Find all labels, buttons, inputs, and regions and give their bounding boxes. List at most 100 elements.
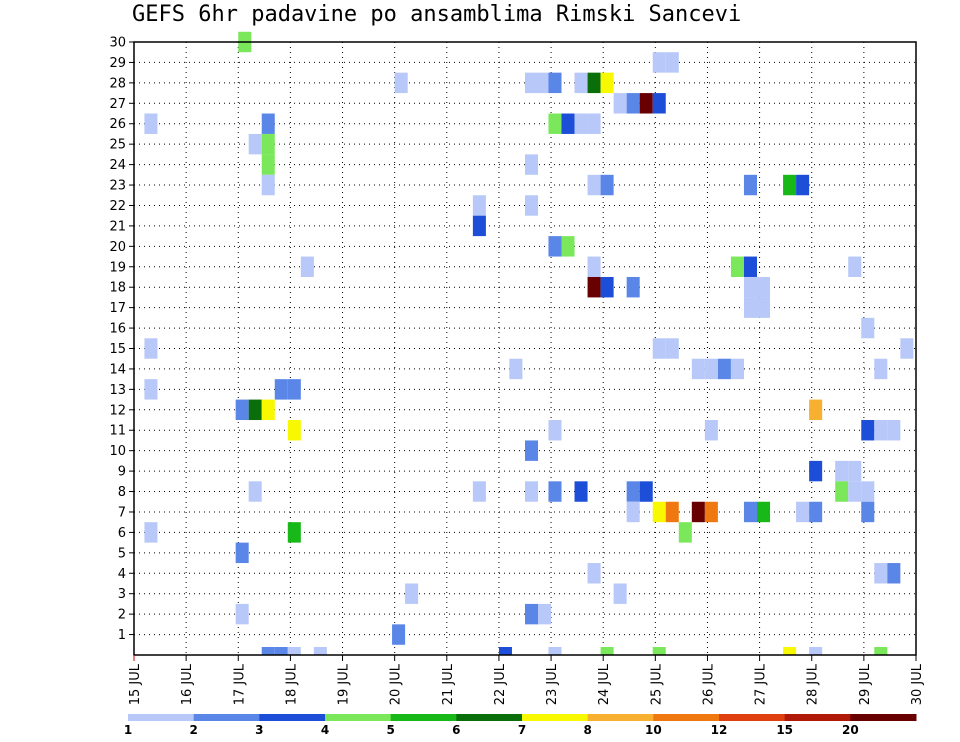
precip-cell [587, 256, 601, 277]
y-tick-label: 28 [109, 76, 126, 91]
precip-cell [809, 460, 823, 482]
x-tick-label: 28 JUL [806, 663, 821, 705]
precip-cell [848, 460, 862, 482]
precip-cell [665, 52, 679, 73]
colorbar-label: 1 [124, 723, 132, 737]
x-tick-label: 22 JUL [493, 663, 508, 705]
precip-cell [796, 174, 810, 196]
precip-cell [874, 358, 888, 380]
precip-cell [704, 501, 718, 523]
precip-cell [548, 481, 562, 502]
precip-cell [809, 647, 823, 655]
colorbar-segment [259, 714, 326, 721]
precip-cell [548, 420, 562, 441]
precip-cell [717, 358, 731, 380]
x-tick-label: 26 JUL [701, 663, 716, 705]
precip-cell [525, 481, 539, 502]
colorbar-label: 10 [645, 723, 662, 737]
chart-title: GEFS 6hr padavine po ansamblima Rimski S… [132, 2, 742, 27]
precip-cell [472, 481, 486, 502]
precip-cell [587, 113, 601, 134]
precip-cell [509, 358, 523, 380]
precip-cell [835, 460, 849, 482]
precip-cell [861, 420, 875, 441]
colorbar-segment [587, 714, 654, 721]
colorbar-segment [325, 714, 392, 721]
y-tick-label: 20 [109, 240, 126, 255]
colorbar-segment [719, 714, 786, 721]
precip-cell [626, 501, 640, 523]
precip-cell [783, 647, 797, 655]
x-tick-label: 24 JUL [597, 663, 612, 705]
colorbar-label: 3 [255, 723, 263, 737]
precip-cell [392, 624, 406, 645]
precip-cell [525, 72, 539, 94]
precip-cell [652, 52, 666, 73]
y-tick-label: 10 [109, 444, 126, 459]
y-tick-label: 14 [109, 362, 126, 377]
precip-cell [652, 338, 666, 359]
precip-cell [525, 603, 539, 625]
precip-cell [538, 603, 552, 625]
precip-cell [639, 481, 653, 502]
colorbar-label: 5 [386, 723, 394, 737]
precip-cell [525, 440, 539, 461]
y-tick-label: 7 [118, 505, 126, 520]
x-tick-label: 16 JUL [180, 663, 195, 705]
precip-cell [472, 215, 486, 237]
x-tick-label: 17 JUL [232, 663, 247, 705]
precip-cell [861, 317, 875, 339]
precip-cell [248, 481, 262, 502]
colorbar-segment [128, 714, 195, 721]
precip-cell [394, 72, 408, 94]
precip-cell [874, 563, 888, 584]
precip-cell [287, 379, 301, 400]
precip-cell [743, 256, 757, 277]
y-tick-label: 1 [118, 628, 126, 643]
y-tick-label: 23 [109, 179, 126, 194]
colorbar-segment [522, 714, 589, 721]
precip-cell [652, 501, 666, 523]
precip-cell [652, 93, 666, 114]
colorbar-segment [653, 714, 720, 721]
y-tick-label: 27 [109, 97, 126, 112]
precip-cell [144, 379, 158, 400]
precip-cell [887, 420, 901, 441]
x-tick-label: 19 JUL [337, 663, 352, 705]
y-tick-label: 9 [118, 465, 126, 480]
y-tick-label: 2 [118, 608, 126, 623]
precip-cell [626, 481, 640, 502]
precip-cell [600, 647, 614, 655]
precip-cell [730, 358, 744, 380]
precip-cell [274, 647, 288, 655]
precip-cell [498, 647, 512, 655]
x-tick-label: 20 JUL [389, 663, 404, 705]
colorbar-label: 2 [189, 723, 197, 737]
precip-cell [300, 256, 314, 277]
y-tick-label: 25 [109, 138, 126, 153]
precip-cell [756, 297, 771, 318]
x-tick-label: 25 JUL [649, 663, 664, 705]
y-tick-label: 5 [118, 546, 126, 561]
precip-cell [548, 72, 562, 94]
y-tick-label: 26 [109, 117, 126, 132]
x-tick-label: 23 JUL [545, 663, 560, 705]
precip-cell [743, 297, 757, 318]
precip-cell [704, 358, 718, 380]
precip-cell [548, 647, 562, 655]
precip-cell [730, 256, 744, 277]
precip-cell [287, 420, 301, 441]
precip-cell [756, 501, 771, 523]
precip-cell [587, 174, 601, 196]
precip-cell [235, 603, 249, 625]
precip-cell [743, 501, 757, 523]
colorbar-label: 15 [776, 723, 793, 737]
precip-cell [613, 583, 627, 604]
precip-cell [691, 501, 705, 523]
precip-cell [261, 154, 275, 175]
precip-cell [613, 93, 627, 114]
x-tick-label: 21 JUL [441, 663, 456, 705]
precip-cell [874, 647, 888, 655]
precip-cell [472, 195, 486, 216]
precip-cell [587, 563, 601, 584]
